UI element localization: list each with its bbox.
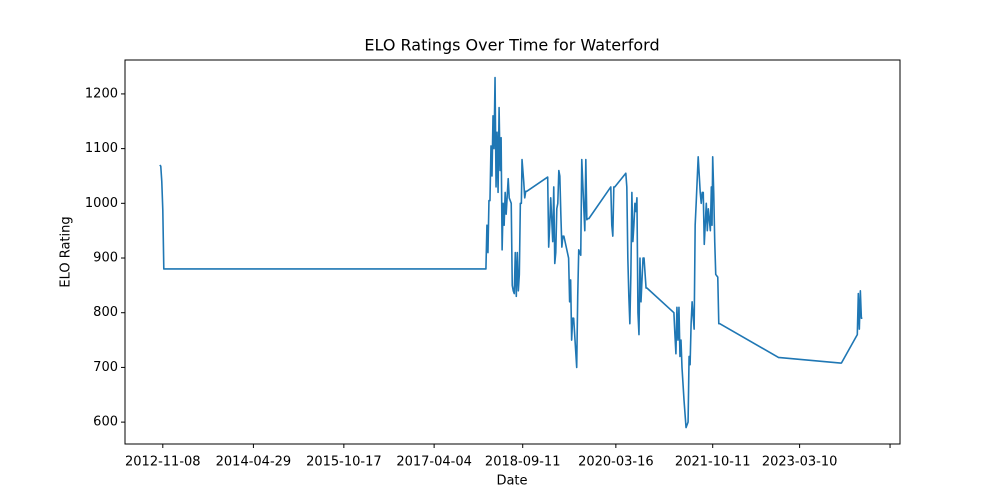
- y-tick-label: 700: [93, 360, 118, 375]
- y-axis-label: ELO Rating: [59, 216, 74, 287]
- x-axis-label: Date: [496, 474, 527, 489]
- chart-title: ELO Ratings Over Time for Waterford: [364, 36, 659, 55]
- y-tick-label: 900: [93, 251, 118, 266]
- y-tick-label: 600: [93, 415, 118, 430]
- y-tick-label: 1000: [85, 196, 118, 211]
- x-tick-label: 2018-09-11: [485, 455, 561, 470]
- y-tick-label: 1100: [85, 141, 118, 156]
- x-tick-label: 2021-10-11: [675, 455, 751, 470]
- y-tick-label: 800: [93, 305, 118, 320]
- y-tick-label: 1200: [85, 86, 118, 101]
- x-tick-label: 2014-04-29: [216, 455, 292, 470]
- x-tick-label: 2020-03-16: [578, 455, 654, 470]
- x-tick-label: 2015-10-17: [306, 455, 382, 470]
- line-series: [159, 76, 863, 429]
- plot-frame: [124, 59, 901, 445]
- x-tick-label: 2012-11-08: [125, 455, 201, 470]
- x-tick-label: 2017-04-04: [396, 455, 472, 470]
- x-tick-label: 2023-03-10: [762, 455, 838, 470]
